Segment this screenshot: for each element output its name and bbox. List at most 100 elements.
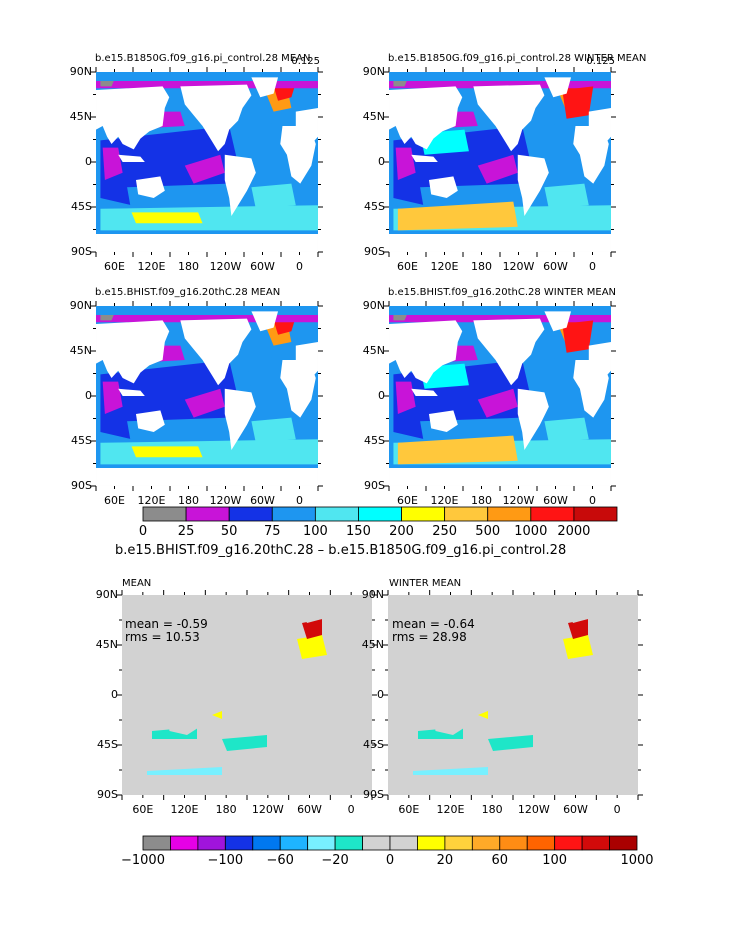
land-mass	[147, 687, 177, 695]
land-mass	[388, 775, 638, 795]
contour-region	[393, 81, 407, 87]
tick-marks	[383, 590, 643, 800]
colorbar-swatch	[444, 835, 473, 851]
lat-tick-label: 45S	[363, 738, 384, 751]
contour-region	[184, 388, 225, 418]
lon-tick-label: 120W	[517, 803, 550, 816]
contour-region	[477, 154, 518, 184]
lat-tick-label: 90S	[97, 788, 118, 801]
colorbar-swatch	[314, 506, 359, 522]
land-mass	[122, 611, 205, 681]
land-mass	[517, 154, 549, 216]
tick-marks	[91, 301, 323, 491]
land-mass	[96, 86, 170, 150]
lon-tick-label: 0	[296, 260, 303, 273]
colorbar-swatch	[224, 835, 254, 851]
land-mass	[135, 410, 165, 432]
land-mass	[428, 410, 458, 432]
lon-tick-label: 120W	[502, 494, 535, 507]
lat-tick-label: 45S	[71, 200, 92, 213]
contour-region	[297, 635, 327, 659]
colorbar-swatch	[444, 506, 489, 522]
land-mass	[389, 234, 611, 252]
contour-region	[562, 320, 594, 353]
lat-tick-label: 0	[85, 155, 92, 168]
lon-tick-label: 120W	[209, 494, 242, 507]
land-mass	[433, 711, 466, 735]
land-mass	[297, 601, 327, 623]
map-panel-hist-mean	[91, 301, 323, 491]
colorbar-label: 250	[432, 524, 458, 539]
lat-tick-label: 45S	[71, 434, 92, 447]
lon-tick-label: 120E	[436, 803, 465, 816]
map-panel-control-winter	[384, 67, 616, 257]
colorbar-label: 25	[177, 524, 195, 539]
colorbar-label: −100	[207, 853, 244, 868]
colorbar-label: −20	[321, 853, 349, 868]
land-mass	[411, 154, 438, 162]
contour-region	[477, 388, 518, 418]
contour-region	[397, 201, 518, 231]
colorbar-swatch	[252, 835, 281, 851]
lon-tick-label: 60E	[104, 494, 125, 507]
contour-region	[251, 417, 296, 443]
map-panel-diff-mean	[117, 590, 377, 800]
contour-region	[184, 154, 225, 184]
colorbar-label: 2000	[557, 524, 591, 539]
colorbar-swatch	[573, 506, 618, 522]
lat-tick-label: 90N	[95, 588, 118, 601]
lon-tick-label: 60W	[250, 494, 275, 507]
colorbar-swatch	[170, 835, 199, 851]
map-panel-control-mean	[91, 67, 323, 257]
lon-tick-label: 120E	[137, 494, 166, 507]
colorbar-label: 60	[491, 853, 509, 868]
lon-tick-label: 60W	[563, 803, 588, 816]
lat-tick-label: 45S	[364, 434, 385, 447]
colorbar-swatch	[581, 835, 610, 851]
land-mass	[473, 318, 545, 386]
lon-tick-label: 0	[589, 260, 596, 273]
land-mass	[96, 468, 318, 486]
colorbar-label: 20	[436, 853, 454, 868]
tick-marks	[117, 590, 377, 800]
contour-region	[302, 619, 322, 639]
land-mass	[533, 687, 568, 755]
panel-title: WINTER MEAN	[389, 578, 462, 589]
contour-region	[539, 356, 580, 425]
land-mass	[280, 360, 316, 418]
lat-tick-label: 90N	[69, 65, 92, 78]
land-mass	[413, 687, 443, 695]
lon-tick-label: 120E	[430, 494, 459, 507]
contour-region	[246, 122, 287, 191]
panel-corner-label: 0.125	[291, 56, 320, 67]
colorbar-swatch	[142, 835, 171, 851]
colorbar-swatch	[526, 835, 556, 851]
colorbar-swatch	[499, 835, 528, 851]
lat-tick-label: 45N	[95, 638, 118, 651]
lat-tick-label: 90N	[362, 65, 385, 78]
land-mass	[483, 609, 563, 683]
contour-region	[246, 356, 287, 425]
land-mass	[573, 360, 609, 418]
land-mass	[389, 320, 463, 384]
land-mass	[517, 388, 549, 450]
contour-region	[251, 183, 296, 209]
contour-region	[397, 435, 518, 465]
panel-corner-label: 0.125	[586, 56, 615, 67]
lon-tick-label: 120W	[209, 260, 242, 273]
contour-region	[147, 767, 222, 775]
lat-tick-label: 45N	[69, 110, 92, 123]
lat-tick-label: 90S	[364, 245, 385, 258]
land-mass	[411, 388, 438, 396]
lat-tick-label: 90S	[364, 479, 385, 492]
colorbar-swatch	[417, 835, 446, 851]
contour-region	[562, 86, 594, 119]
colorbar-swatch	[389, 835, 418, 851]
colorbar-swatch	[362, 835, 391, 851]
colorbar-label: 100	[542, 853, 568, 868]
land-mass	[251, 77, 279, 98]
lat-tick-label: 90S	[363, 788, 384, 801]
lat-tick-label: 90N	[362, 299, 385, 312]
contour-region	[395, 381, 416, 414]
contour-region	[131, 212, 203, 224]
